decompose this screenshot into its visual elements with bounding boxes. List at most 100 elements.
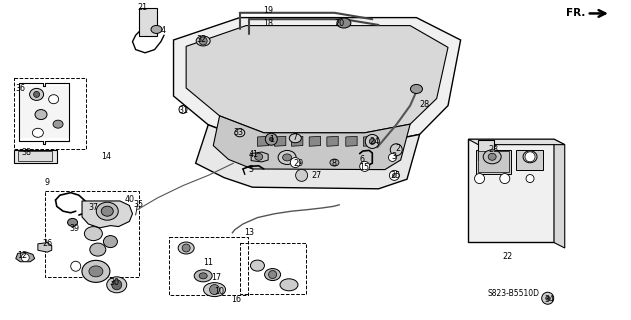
Circle shape [392, 173, 396, 177]
Polygon shape [257, 136, 269, 146]
Circle shape [390, 144, 403, 156]
Bar [19, 86, 69, 138]
Circle shape [360, 161, 370, 172]
Circle shape [33, 92, 40, 97]
Ellipse shape [85, 227, 102, 241]
Text: 31: 31 [178, 106, 188, 115]
Ellipse shape [483, 150, 501, 164]
Circle shape [112, 280, 122, 290]
Circle shape [179, 105, 187, 113]
Ellipse shape [283, 154, 292, 161]
Text: 33: 33 [233, 128, 244, 137]
Text: 25: 25 [391, 172, 401, 180]
Ellipse shape [523, 151, 537, 163]
Bar [240, 243, 306, 294]
Polygon shape [554, 139, 565, 248]
Text: S823-B5510D: S823-B5510D [488, 289, 540, 298]
Ellipse shape [82, 260, 110, 282]
Text: 26: 26 [42, 239, 52, 248]
Text: 17: 17 [211, 273, 221, 282]
Ellipse shape [107, 277, 127, 293]
Circle shape [546, 296, 550, 300]
Polygon shape [274, 136, 286, 146]
Text: 37: 37 [88, 203, 98, 212]
Text: 21: 21 [137, 4, 147, 12]
Circle shape [290, 157, 300, 168]
Ellipse shape [289, 134, 302, 143]
Polygon shape [196, 125, 420, 189]
Circle shape [526, 175, 534, 182]
Polygon shape [363, 136, 375, 146]
Circle shape [525, 152, 535, 162]
Circle shape [500, 173, 510, 184]
Text: 10: 10 [214, 287, 224, 296]
Text: 41: 41 [249, 150, 259, 159]
Circle shape [475, 173, 485, 184]
Text: 16: 16 [232, 295, 242, 304]
Text: 22: 22 [503, 252, 513, 261]
Ellipse shape [337, 18, 351, 28]
Text: 7: 7 [293, 133, 298, 142]
Polygon shape [82, 201, 133, 228]
Circle shape [199, 37, 207, 45]
Circle shape [295, 169, 308, 181]
Circle shape [21, 254, 29, 262]
Circle shape [541, 292, 554, 304]
Polygon shape [292, 136, 303, 146]
Ellipse shape [251, 260, 264, 271]
Text: 4: 4 [160, 26, 165, 35]
Bar [18, 151, 52, 161]
Ellipse shape [178, 242, 194, 254]
Text: 32: 32 [197, 36, 207, 44]
Text: 19: 19 [263, 6, 273, 15]
Ellipse shape [97, 202, 118, 220]
Ellipse shape [35, 109, 47, 120]
Text: 28: 28 [419, 100, 429, 109]
Bar [468, 139, 554, 242]
Ellipse shape [53, 120, 63, 128]
Text: 9: 9 [45, 178, 50, 187]
Circle shape [209, 284, 220, 295]
Text: 36: 36 [15, 84, 25, 93]
Circle shape [389, 153, 396, 161]
Circle shape [71, 261, 81, 271]
Bar [139, 8, 157, 36]
Bar [478, 151, 509, 172]
Ellipse shape [280, 279, 298, 291]
Text: 5: 5 [249, 165, 254, 174]
Ellipse shape [488, 153, 496, 160]
Text: 3: 3 [392, 152, 397, 161]
Ellipse shape [194, 270, 212, 282]
Text: 12: 12 [17, 252, 27, 260]
Ellipse shape [255, 153, 262, 160]
Circle shape [269, 137, 273, 141]
Polygon shape [468, 139, 565, 145]
Text: 8: 8 [332, 159, 337, 168]
Text: 11: 11 [203, 258, 213, 267]
Ellipse shape [90, 243, 106, 256]
Ellipse shape [330, 159, 339, 166]
Ellipse shape [196, 36, 210, 46]
Circle shape [265, 133, 278, 145]
Text: 2: 2 [395, 144, 400, 153]
Ellipse shape [204, 283, 225, 297]
Text: 15: 15 [360, 163, 370, 172]
Bar [516, 150, 543, 170]
Polygon shape [174, 18, 461, 144]
Text: 39: 39 [69, 224, 80, 233]
Ellipse shape [32, 128, 44, 137]
Text: 23: 23 [488, 145, 498, 154]
Ellipse shape [101, 206, 114, 216]
Bar [45, 191, 139, 277]
Bar [476, 150, 511, 174]
Text: 27: 27 [312, 171, 322, 180]
Ellipse shape [410, 84, 423, 93]
Circle shape [182, 244, 190, 252]
Text: 40: 40 [124, 195, 134, 204]
Text: 38: 38 [21, 148, 32, 157]
Ellipse shape [199, 273, 207, 279]
Ellipse shape [49, 95, 59, 104]
Bar [14, 78, 86, 149]
Text: 34: 34 [544, 295, 554, 304]
Bar [478, 140, 494, 160]
